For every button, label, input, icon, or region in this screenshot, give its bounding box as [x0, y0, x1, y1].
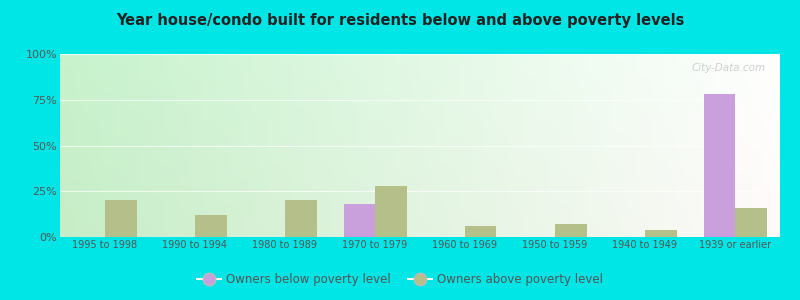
Bar: [195, 215, 226, 237]
Bar: [105, 200, 137, 237]
Bar: [645, 230, 677, 237]
Bar: [465, 226, 497, 237]
Bar: [703, 94, 735, 237]
Text: Year house/condo built for residents below and above poverty levels: Year house/condo built for residents bel…: [116, 14, 684, 28]
Bar: [735, 208, 766, 237]
Legend: Owners below poverty level, Owners above poverty level: Owners below poverty level, Owners above…: [193, 269, 607, 291]
Text: City-Data.com: City-Data.com: [691, 63, 766, 73]
Bar: [555, 224, 586, 237]
Bar: [343, 204, 375, 237]
Bar: [375, 186, 406, 237]
Bar: [285, 200, 317, 237]
